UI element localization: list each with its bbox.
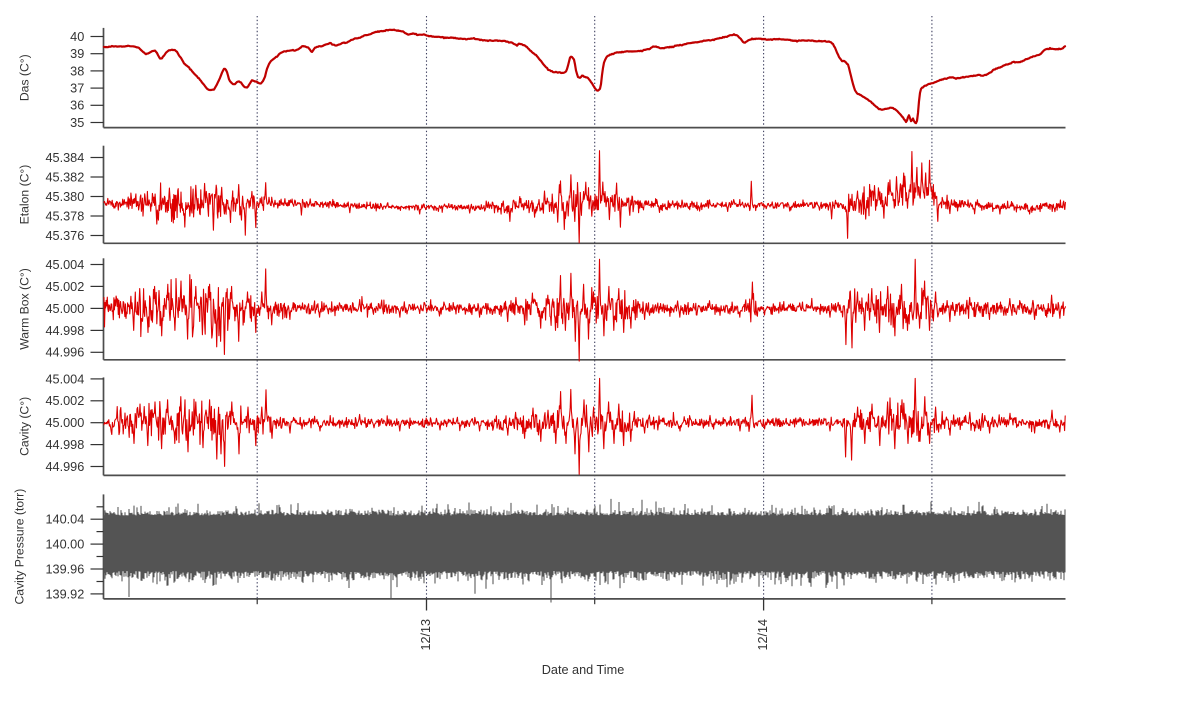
svg-text:45.002: 45.002 bbox=[45, 394, 84, 408]
svg-text:38: 38 bbox=[70, 64, 84, 78]
svg-text:45.000: 45.000 bbox=[45, 302, 84, 316]
svg-text:140.00: 140.00 bbox=[45, 538, 84, 552]
svg-text:Date and Time: Date and Time bbox=[542, 663, 625, 677]
svg-text:45.376: 45.376 bbox=[45, 229, 84, 243]
svg-text:139.96: 139.96 bbox=[45, 562, 84, 576]
svg-text:37: 37 bbox=[70, 82, 84, 96]
svg-text:Das (C°): Das (C°) bbox=[18, 54, 32, 101]
svg-text:44.996: 44.996 bbox=[45, 460, 84, 474]
svg-text:40: 40 bbox=[70, 30, 84, 44]
svg-text:36: 36 bbox=[70, 99, 84, 113]
svg-text:140.04: 140.04 bbox=[45, 513, 84, 527]
svg-text:45.004: 45.004 bbox=[45, 258, 84, 272]
svg-text:45.380: 45.380 bbox=[45, 190, 84, 204]
svg-text:39: 39 bbox=[70, 47, 84, 61]
svg-text:44.998: 44.998 bbox=[45, 438, 84, 452]
svg-text:Cavity (C°): Cavity (C°) bbox=[18, 397, 32, 456]
svg-text:35: 35 bbox=[70, 116, 84, 130]
svg-text:45.004: 45.004 bbox=[45, 372, 84, 386]
svg-text:Cavity Pressure (torr): Cavity Pressure (torr) bbox=[13, 489, 27, 605]
svg-text:44.996: 44.996 bbox=[45, 346, 84, 360]
svg-text:44.998: 44.998 bbox=[45, 324, 84, 338]
svg-text:45.384: 45.384 bbox=[45, 151, 84, 165]
svg-text:Etalon (C°): Etalon (C°) bbox=[18, 165, 32, 225]
svg-text:45.000: 45.000 bbox=[45, 416, 84, 430]
svg-text:Warm Box (C°): Warm Box (C°) bbox=[18, 268, 32, 350]
svg-text:12/13: 12/13 bbox=[419, 619, 433, 651]
svg-text:139.92: 139.92 bbox=[45, 587, 84, 601]
svg-text:12/14: 12/14 bbox=[756, 619, 770, 651]
svg-text:45.378: 45.378 bbox=[45, 209, 84, 223]
svg-text:45.002: 45.002 bbox=[45, 280, 84, 294]
svg-text:45.382: 45.382 bbox=[45, 170, 84, 184]
